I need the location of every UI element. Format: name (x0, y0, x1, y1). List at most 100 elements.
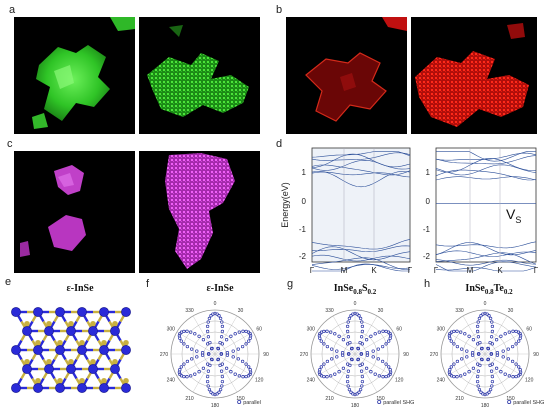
micrograph-b-right (411, 17, 537, 134)
polar-data-point (360, 320, 364, 324)
band-line (311, 164, 411, 176)
polar-spoke (176, 353, 216, 377)
polar-data-point (322, 329, 326, 334)
in-atom (33, 345, 43, 355)
polar-data-point (200, 351, 205, 355)
polar-data-point (190, 357, 194, 361)
polar-data-point (387, 365, 391, 369)
polar-data-point (360, 324, 365, 329)
polar-data-point (206, 335, 211, 339)
polar-data-point (346, 369, 351, 373)
polar-angle-label: 120 (395, 378, 404, 384)
polar-data-point (360, 384, 364, 388)
crystal-structure (11, 307, 131, 393)
polar-data-point (182, 362, 186, 366)
polar-data-point (220, 320, 224, 324)
band-line (311, 246, 411, 261)
polar-data-point (475, 362, 480, 366)
polar-data-point (241, 329, 245, 333)
band-line (435, 250, 537, 257)
polar-angle-label: 150 (236, 396, 245, 402)
polar-data-point (205, 374, 210, 379)
kpoint-label: M (467, 266, 474, 275)
polar-data-point (319, 365, 323, 369)
polar-data-point (455, 344, 460, 349)
polar-data-point (448, 372, 452, 376)
se-atom (123, 339, 129, 346)
polar-data-point (345, 379, 350, 384)
ytick: -2 (299, 252, 307, 261)
polar-data-point (476, 384, 480, 388)
band-line (311, 245, 411, 253)
band-line (311, 151, 411, 158)
polar-data-point (511, 329, 515, 333)
in-atom (55, 345, 65, 355)
polar-data-point (237, 330, 241, 334)
polar-data-point (209, 357, 214, 361)
micrograph-a-left (14, 17, 135, 134)
polar-data-point (384, 342, 388, 346)
polar-spoke (316, 331, 356, 355)
polar-data-point (345, 329, 350, 334)
polar-data-point (201, 338, 206, 342)
polar-angle-label: 330 (325, 308, 334, 314)
panel-label-a: a (9, 4, 16, 16)
polar-data-point (490, 342, 495, 346)
polar-data-point (325, 375, 329, 379)
polar-data-point (322, 362, 326, 366)
in-atom (110, 326, 120, 336)
polar-data-point (387, 339, 391, 343)
band-lines-left (311, 151, 411, 272)
polar-angle-label: 120 (255, 378, 264, 384)
polar-angle-label: 0 (214, 301, 217, 307)
in-atom (77, 345, 87, 355)
polar-data-point (237, 374, 241, 378)
se-atom (112, 358, 118, 365)
polar-data-point (345, 374, 350, 379)
polar-angle-label: 30 (238, 308, 244, 314)
polar-data-point (480, 346, 484, 351)
panel-label-g: g (287, 278, 294, 290)
polar-angle-label: 0 (484, 301, 487, 307)
legend-marker (377, 400, 382, 405)
polar-data-point (348, 340, 352, 345)
panel-label-h: h (424, 278, 431, 290)
polar-data-point (514, 362, 518, 366)
polar-data-point (460, 357, 464, 361)
polar-data-point (495, 353, 500, 357)
polar-data-point (479, 390, 483, 394)
polar-data-point (185, 344, 190, 349)
polar-data-point (207, 352, 211, 356)
polar-data-point (182, 329, 186, 334)
se-atom (101, 377, 107, 384)
in-atom (11, 345, 21, 355)
polar-data-point (205, 329, 210, 334)
in-atom (11, 307, 21, 317)
polar-angle-label: 270 (300, 352, 309, 358)
in-atom (110, 364, 120, 374)
polar-data-point (349, 314, 353, 318)
polar-data-point (481, 392, 485, 396)
polar-angle-label: 60 (256, 327, 262, 333)
polar-data-point (248, 336, 252, 340)
ytick: -1 (423, 225, 431, 234)
in-atom (33, 307, 43, 317)
polar-data-point (483, 311, 487, 316)
in-atom (121, 345, 131, 355)
polar-angle-label: 90 (403, 352, 409, 358)
se-atom (46, 320, 52, 327)
red-flake-map (415, 23, 529, 127)
polar-angle-label: 30 (378, 308, 384, 314)
polar-data-point (215, 312, 219, 316)
polar-angle-label: 300 (437, 327, 446, 333)
polar-angle-label: 60 (526, 327, 532, 333)
polar-data-point (333, 372, 337, 376)
polar-data-point (510, 344, 515, 349)
band-line (435, 267, 537, 272)
micrograph-c-right (139, 151, 260, 273)
polar-data-point (452, 329, 456, 334)
band-line (311, 257, 411, 270)
in-atom (77, 383, 87, 393)
polar-data-point (353, 311, 357, 316)
band-lines-right (435, 151, 537, 272)
